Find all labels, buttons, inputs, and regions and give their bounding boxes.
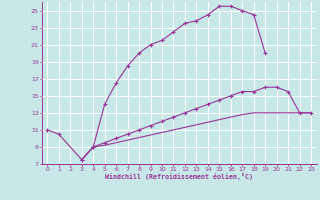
X-axis label: Windchill (Refroidissement éolien,°C): Windchill (Refroidissement éolien,°C) bbox=[105, 173, 253, 180]
